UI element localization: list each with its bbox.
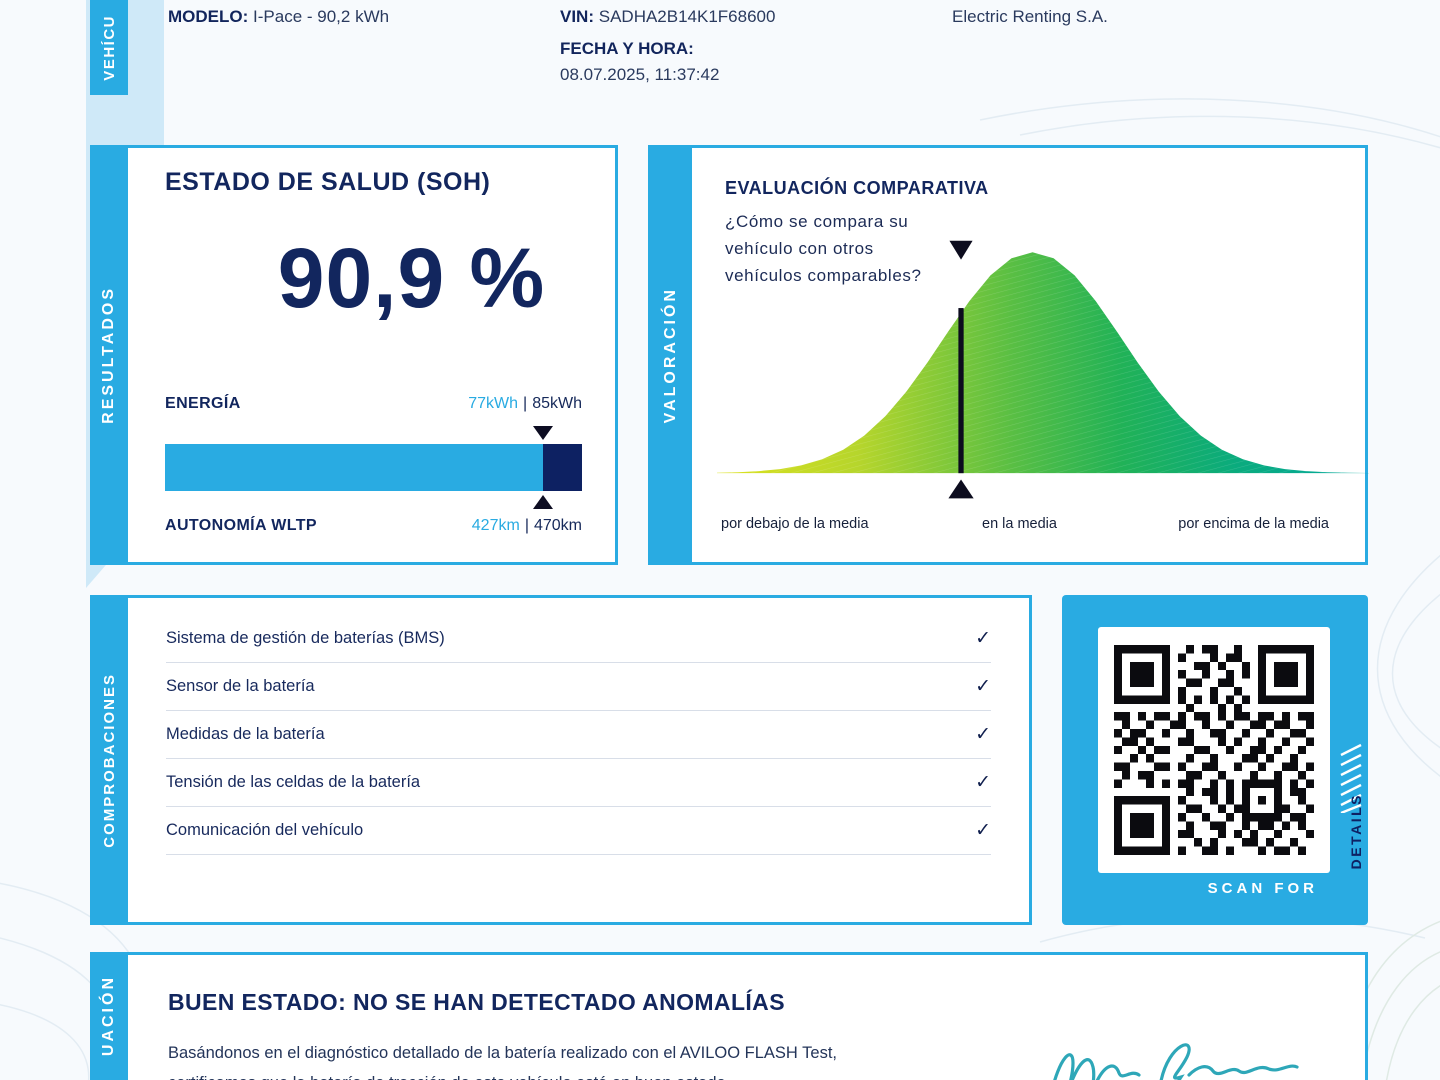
verdict-body: Basándonos en el diagnóstico detallado d… [168,1039,837,1080]
energy-label: ENERGÍA [165,395,241,412]
check-row: Sistema de gestión de baterías (BMS) ✓ [166,615,991,663]
axis-label-mid: en la media [982,516,1057,532]
valuation-title: EVALUACIÓN COMPARATIVA [725,178,989,198]
model-label: MODELO: [168,7,249,26]
verdict-title: BUEN ESTADO: NO SE HAN DETECTADO ANOMALÍ… [168,989,785,1015]
valuation-box: VALORACIÓN EVALUACIÓN COMPARATIVA ¿Cómo … [648,145,1370,565]
valuation-subtitle: ¿Cómo se compara su vehículo con otros v… [725,212,922,286]
check-item-label: Sistema de gestión de baterías (BMS) [166,629,445,647]
check-row: Tensión de las celdas de la batería ✓ [166,759,991,807]
soh-value: 90,9 % [277,231,546,325]
check-row: Medidas de la batería ✓ [166,711,991,759]
section-tab-label: VALORACIÓN [662,286,679,424]
check-item-label: Tensión de las celdas de la batería [166,773,421,791]
energy-current: 77kWh [468,395,519,412]
check-icon: ✓ [975,628,991,649]
check-icon: ✓ [975,772,991,793]
scan-for-label: SCAN FOR [1207,880,1318,897]
energy-bar-fill [165,444,543,491]
section-tab-label: UACIÓN [100,975,117,1057]
energy-total: 85kWh [532,395,582,412]
axis-label-below: por debajo de la media [721,516,869,532]
vin-field: VIN: SADHA2B14K1F68600 [560,7,775,27]
range-values: 427km | 470km [472,517,582,535]
signature [1053,1043,1299,1080]
check-row: Sensor de la batería ✓ [166,663,991,711]
check-icon: ✓ [975,820,991,841]
check-item-label: Sensor de la batería [166,677,315,695]
energy-row: ENERGÍA 77kWh | 85kWh [165,395,582,413]
qr-code [1114,645,1314,855]
model-value: I-Pace - 90,2 kWh [253,7,390,26]
section-tab-valoracion: VALORACIÓN [650,147,692,563]
vin-label: VIN: [560,7,594,26]
section-tab-vehiculo: VEHÍCU [90,0,128,95]
energy-bar [165,426,582,509]
energy-separator: | [523,395,528,412]
soh-title: ESTADO DE SALUD (SOH) [165,168,491,196]
range-current: 427km [471,517,520,534]
details-label: DETAILS [1348,792,1364,870]
energy-values: 77kWh | 85kWh [468,395,582,413]
range-total: 470km [533,517,582,534]
section-tab-label: RESULTADOS [100,286,117,424]
range-separator: | [524,517,529,534]
section-tab-resultados: RESULTADOS [90,145,128,565]
marker-up-icon [948,479,974,499]
position-marker-line [958,308,964,474]
check-row: Comunicación del vehículo ✓ [166,807,991,855]
range-marker-icon [532,495,553,509]
verdict-box: BUEN ESTADO: NO SE HAN DETECTADO ANOMALÍ… [125,952,1368,1080]
marker-down-icon [949,240,973,260]
range-row: AUTONOMÍA WLTP 427km | 470km [165,517,582,535]
section-tab-label: VEHÍCU [100,14,118,81]
section-tab-comprobaciones: COMPROBACIONES [90,595,128,925]
hatch-marks-icon [1340,743,1362,813]
checks-box: Sistema de gestión de baterías (BMS) ✓ S… [125,595,1032,925]
bell-curve-chart [717,240,1370,499]
verdict-line2: certificamos que la batería de tracción … [168,1074,730,1080]
range-label: AUTONOMÍA WLTP [165,517,317,534]
axis-label-above: por encima de la media [1178,516,1329,532]
section-tab-label: COMPROBACIONES [100,672,118,848]
bell-curve-texture [717,252,1370,474]
check-item-label: Medidas de la batería [166,725,325,743]
soh-results-box: ESTADO DE SALUD (SOH) 90,9 % ENERGÍA 77k… [125,145,618,565]
check-icon: ✓ [975,676,991,697]
check-icon: ✓ [975,724,991,745]
details-label-wrap: DETAILS [1348,769,1364,893]
vin-value: SADHA2B14K1F68600 [598,7,776,26]
energy-bar-remainder [542,444,582,491]
verdict-line1: Basándonos en el diagnóstico detallado d… [168,1044,837,1062]
section-tab-evaluacion: UACIÓN [90,952,128,1080]
datetime-label: FECHA Y HORA: [560,39,694,58]
company-name: Electric Renting S.A. [952,7,1108,26]
check-item-label: Comunicación del vehículo [166,821,364,839]
datetime-value: 08.07.2025, 11:37:42 [560,65,720,84]
energy-marker-icon [532,426,553,440]
model-field: MODELO: I-Pace - 90,2 kWh [168,7,389,27]
qr-box: SCAN FOR DETAILS [1062,595,1368,925]
